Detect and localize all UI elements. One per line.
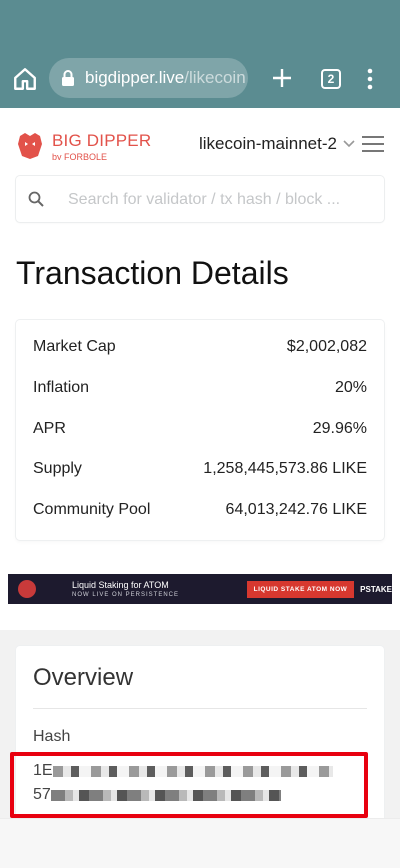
stat-row-community-pool: Community Pool 64,013,242.76 LIKE [33,501,367,523]
stat-label: Market Cap [33,338,116,355]
divider [33,708,367,709]
banner-headline: Liquid Staking for ATOM [72,580,169,590]
search-input[interactable] [66,188,370,212]
stat-row-inflation: Inflation 20% [33,379,367,401]
banner-brand: PSTAKE [360,584,392,594]
stat-label: Inflation [33,379,90,396]
url-path: /likecoin [184,68,246,87]
url-text: bigdipper.live/likecoin [85,68,246,88]
lock-icon [62,70,74,86]
overview-card: Overview Hash 1E 57 [16,646,384,826]
redacted-text [50,789,281,801]
address-bar[interactable]: bigdipper.live/likecoin [49,58,248,98]
stat-value: $2,002,082 [286,338,367,355]
banner-subline: NOW LIVE ON PERSISTENCE [72,592,180,598]
stat-value: 1,258,445,573.86 LIKE [203,460,367,477]
brand[interactable]: BIG DIPPER by FORBOLE [52,131,151,162]
highlight-annotation [10,752,368,818]
logo-icon[interactable] [16,130,44,160]
ad-banner[interactable]: Liquid Staking for ATOM NOW LIVE ON PERS… [8,574,392,604]
banner-cta-button[interactable]: LIQUID STAKE ATOM NOW [246,580,355,598]
brand-name: BIG DIPPER [52,131,152,150]
search-icon [28,191,44,207]
home-icon[interactable] [12,66,38,92]
stat-row-supply: Supply 1,258,445,573.86 LIKE [33,460,367,482]
bottom-bar [0,818,400,868]
hash-value-line-1: 1E [33,762,333,780]
stat-label: APR [33,420,66,437]
stat-row-market-cap: Market Cap $2,002,082 [33,338,367,360]
stat-label: Supply [33,460,82,477]
search-bar[interactable] [16,176,384,222]
network-name: likecoin-mainnet-2 [199,134,337,153]
menu-icon[interactable] [362,136,384,152]
stat-value: 64,013,242.76 LIKE [225,501,367,518]
banner-logo-icon [18,580,36,598]
tab-switcher-button[interactable]: 2 [321,69,341,89]
stat-label: Community Pool [33,501,151,518]
brand-subtitle: by FORBOLE [52,152,108,162]
redacted-text [52,765,333,777]
network-selector[interactable]: likecoin-mainnet-2 [199,134,355,154]
page-title: Transaction Details [16,255,289,291]
stat-value: 29.96% [312,420,367,437]
banner-text: Liquid Staking for ATOM NOW LIVE ON PERS… [72,580,209,598]
hash-value-line-2: 57 [33,786,281,804]
url-domain: bigdipper.live [85,68,185,87]
stat-row-apr: APR 29.96% [33,420,367,442]
hash-prefix: 57 [33,786,51,803]
browser-toolbar: bigdipper.live/likecoin 2 [0,0,400,108]
stats-card: Market Cap $2,002,082 Inflation 20% APR … [16,320,384,540]
plus-icon[interactable] [270,66,294,90]
chevron-down-icon [343,140,355,148]
hash-label: Hash [33,728,71,745]
overview-title: Overview [33,664,134,691]
more-icon[interactable] [366,68,374,90]
hash-prefix: 1E [33,762,53,779]
stat-value: 20% [334,379,367,396]
